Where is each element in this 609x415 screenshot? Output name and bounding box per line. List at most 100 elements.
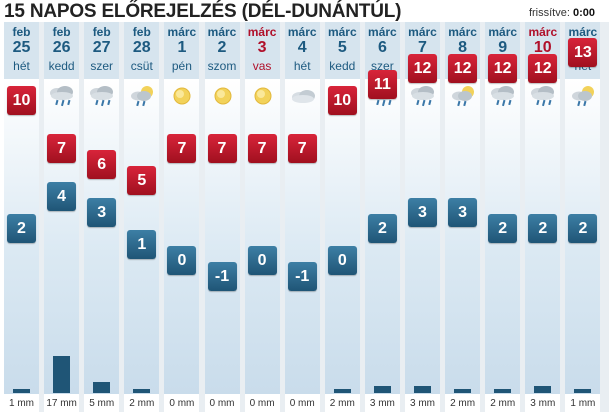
update-value: 0:00 xyxy=(572,7,595,19)
update-label: frissítve: xyxy=(528,7,570,19)
day-number: 28 xyxy=(132,39,151,56)
day-background xyxy=(44,79,80,394)
sun-cloud-rain-icon xyxy=(448,84,478,108)
forecast-day[interactable]: feb 25 hét 10 2 1 mm xyxy=(4,22,39,412)
day-background xyxy=(84,79,120,394)
precipitation-label: 2 mm xyxy=(490,398,516,409)
max-temp-badge: 5 xyxy=(127,165,157,195)
min-temp-badge: 3 xyxy=(448,197,478,227)
day-number: 8 xyxy=(458,39,468,56)
min-temp-badge: -1 xyxy=(287,261,317,291)
max-temp-badge: 12 xyxy=(408,53,437,83)
precipitation-label: 3 mm xyxy=(410,398,435,409)
day-background xyxy=(284,79,320,394)
day-header: feb 26 kedd xyxy=(44,22,80,79)
max-temp-badge: 7 xyxy=(207,133,237,163)
sun-icon xyxy=(248,84,278,108)
day-number: 4 xyxy=(297,39,307,56)
day-header: feb 25 hét xyxy=(4,22,39,79)
forecast-day[interactable]: márc 4 hét 7 -1 0 mm xyxy=(284,22,320,412)
day-header: márc 1 pén xyxy=(164,22,200,79)
precipitation-bar xyxy=(333,389,351,393)
max-temp-badge: 12 xyxy=(448,53,478,83)
month-label: feb xyxy=(92,25,111,39)
sun-icon xyxy=(167,84,197,108)
forecast-day[interactable]: feb 28 csüt 5 1 2 mm xyxy=(124,22,160,412)
rain-cloud-icon xyxy=(47,84,77,108)
day-number: 2 xyxy=(217,39,227,56)
month-label: márc xyxy=(167,25,197,39)
month-label: márc xyxy=(207,25,237,39)
max-temp-badge: 10 xyxy=(7,85,36,115)
precipitation-label: 2 mm xyxy=(129,398,155,409)
precipitation-bar xyxy=(133,389,151,393)
precipitation-label: 0 mm xyxy=(289,398,315,409)
update-time: frissítve: 0:00 xyxy=(529,7,595,19)
forecast-day[interactable]: márc 6 szer 11 2 3 mm xyxy=(364,22,400,412)
max-temp-badge: 12 xyxy=(528,53,558,83)
cloud-icon xyxy=(288,84,318,108)
precipitation-bar xyxy=(534,386,552,393)
forecast-grid: feb 25 hét 10 2 1 mm feb 26 kedd 7 4 17 mm feb 27 szer… xyxy=(4,22,609,412)
day-header: márc 4 hét xyxy=(284,22,320,79)
month-label: márc xyxy=(247,25,277,39)
forecast-day[interactable]: márc11hét1321 mm xyxy=(565,22,601,412)
sun-cloud-rain-icon xyxy=(568,84,598,108)
forecast-day[interactable]: márc 5 kedd 10 0 2 mm xyxy=(324,22,360,412)
max-temp-badge: 7 xyxy=(167,133,197,163)
month-label: feb xyxy=(132,25,151,39)
max-temp-badge: 13 xyxy=(568,37,598,67)
weekday-label: vas xyxy=(252,59,272,73)
day-number: 26 xyxy=(52,39,71,56)
forecast-day[interactable]: feb 26 kedd 7 4 17 mm xyxy=(44,22,80,412)
max-temp-badge: 7 xyxy=(287,133,317,163)
forecast-day[interactable]: feb 27 szer 6 3 5 mm xyxy=(84,22,120,412)
forecast-day[interactable]: márc8pén1232 mm xyxy=(445,22,481,412)
precipitation-label: 3 mm xyxy=(369,398,395,409)
weekday-label: pén xyxy=(171,59,192,73)
day-number: 3 xyxy=(257,39,267,56)
weekday-label: szer xyxy=(90,59,114,73)
day-background xyxy=(405,79,440,394)
min-temp-badge: 3 xyxy=(408,197,437,227)
forecast-day[interactable]: márc9szom1222 mm xyxy=(485,22,521,412)
precipitation-bar xyxy=(574,389,592,393)
min-temp-badge: 0 xyxy=(167,245,197,275)
max-temp-badge: 11 xyxy=(367,69,397,99)
min-temp-badge: 0 xyxy=(247,245,277,275)
forecast-day[interactable]: márc10vas1223 mm xyxy=(525,22,561,412)
precipitation-bar xyxy=(13,389,30,393)
weekday-label: csüt xyxy=(130,59,153,73)
day-number: 25 xyxy=(12,39,31,56)
weekday-label: szom xyxy=(207,59,237,73)
month-label: márc xyxy=(568,25,598,39)
precipitation-label: 2 mm xyxy=(450,398,476,409)
month-label: márc xyxy=(448,25,477,39)
day-number: 27 xyxy=(92,39,111,56)
min-temp-badge: 2 xyxy=(568,213,598,243)
day-header: márc 2 szom xyxy=(204,22,240,79)
precipitation-bar xyxy=(414,386,431,393)
forecast-day[interactable]: márc 1 pén 7 0 0 mm xyxy=(164,22,200,412)
precipitation-label: 0 mm xyxy=(249,398,275,409)
rain-cloud-icon xyxy=(87,84,117,108)
precipitation-bar xyxy=(93,382,111,393)
day-header: feb 28 csüt xyxy=(124,22,160,79)
forecast-day[interactable]: márc 2 szom 7 -1 0 mm xyxy=(204,22,240,412)
weekday-label: kedd xyxy=(48,59,75,73)
month-label: márc xyxy=(368,25,397,39)
page-title: 15 NAPOS ELŐREJELZÉS (DÉL-DUNÁNTÚL) xyxy=(4,1,402,22)
min-temp-badge: 1 xyxy=(127,229,157,259)
day-number: 10 xyxy=(533,39,552,56)
forecast-day[interactable]: márc 3 vas 7 0 0 mm xyxy=(244,22,280,412)
day-header: márc 3 vas xyxy=(244,22,280,79)
month-label: márc xyxy=(287,25,317,39)
rain-cloud-icon xyxy=(408,84,438,108)
precipitation-bar xyxy=(373,386,391,393)
max-temp-badge: 7 xyxy=(247,133,277,163)
precipitation-bar xyxy=(494,389,512,393)
month-label: feb xyxy=(52,25,71,39)
max-temp-badge: 10 xyxy=(327,85,357,115)
day-background xyxy=(324,79,360,394)
forecast-day[interactable]: márc7csüt1233 mm xyxy=(405,22,440,412)
